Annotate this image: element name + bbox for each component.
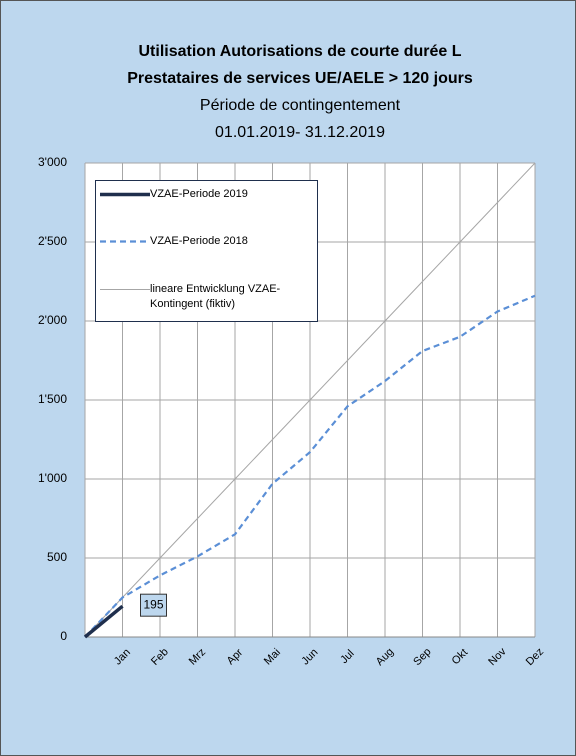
legend-label: VZAE-Periode 2019 xyxy=(150,188,248,200)
legend-entry: lineare Entwicklung VZAE-Kontingent (fik… xyxy=(100,282,315,312)
chart-subtitle: 01.01.2019- 31.12.2019 xyxy=(215,124,385,141)
y-tick-label: 3'000 xyxy=(38,155,67,169)
chart-title: Utilisation Autorisations de courte duré… xyxy=(139,43,462,60)
legend-swatch xyxy=(100,289,150,290)
y-tick-label: 1'500 xyxy=(38,392,67,406)
chart-title: Prestataires de services UE/AELE > 120 j… xyxy=(127,70,473,87)
y-tick-label: 1'000 xyxy=(38,471,67,485)
series-line xyxy=(84,162,536,638)
chart-subtitle: Période de contingentement xyxy=(200,97,401,114)
legend: VZAE-Periode 2019 VZAE-Periode 2018 linear… xyxy=(95,180,318,322)
legend-entry: VZAE-Periode 2018 xyxy=(100,234,315,249)
legend-swatch xyxy=(100,240,150,243)
y-tick-label: 2'000 xyxy=(38,313,67,327)
series-line xyxy=(84,294,536,638)
data-label-box xyxy=(140,593,167,617)
legend-label: lineare Entwicklung VZAE-Kontingent (fik… xyxy=(150,283,281,310)
legend-swatch xyxy=(100,192,150,197)
y-tick-label: 0 xyxy=(60,629,67,643)
data-label: 195 xyxy=(143,597,163,611)
y-tick-label: 2'500 xyxy=(38,234,67,248)
legend-entry: VZAE-Periode 2019 xyxy=(100,187,315,202)
series-line xyxy=(83,604,124,639)
y-tick-label: 500 xyxy=(47,550,67,564)
legend-label: VZAE-Periode 2018 xyxy=(150,235,248,247)
